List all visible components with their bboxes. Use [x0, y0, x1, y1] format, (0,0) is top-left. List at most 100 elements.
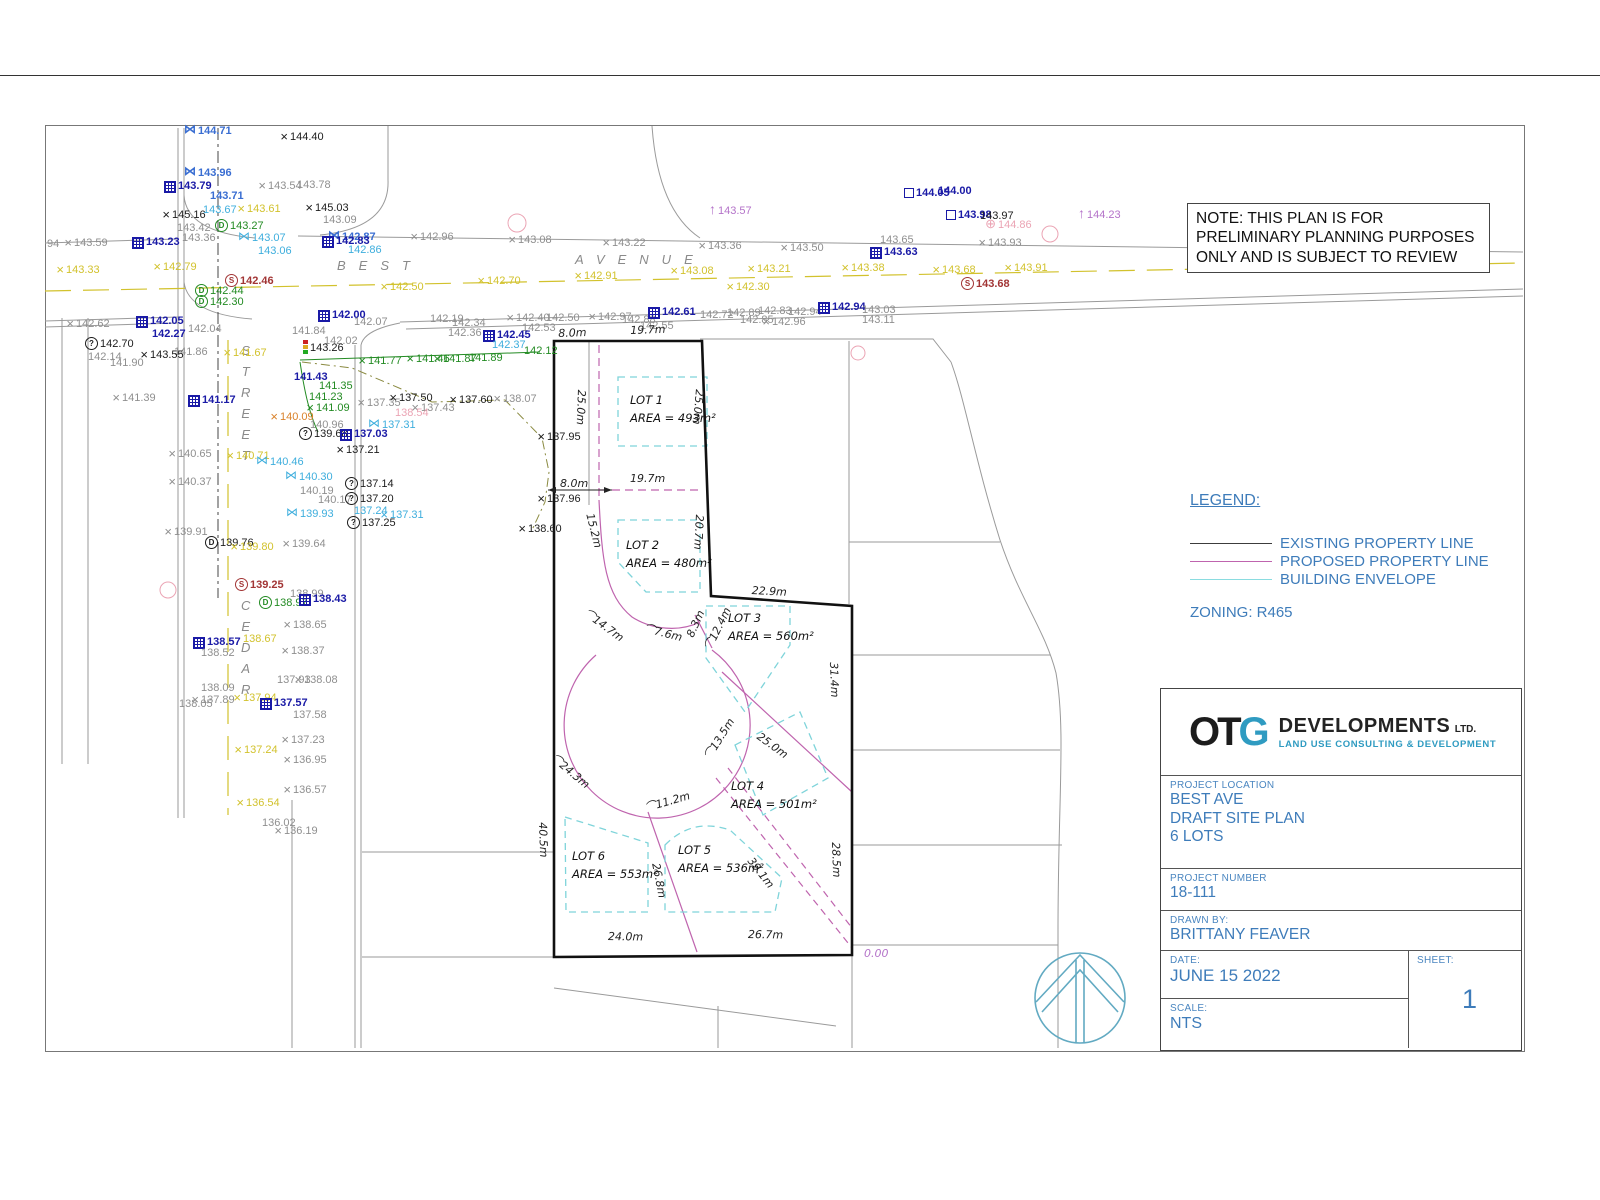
- survey-point-label: 143.23: [132, 237, 180, 249]
- survey-point-label: ⋈ 144.71: [184, 122, 232, 137]
- survey-point-label: ⊕ 144.86: [985, 216, 1032, 231]
- cross-marker-icon: ×: [274, 823, 282, 838]
- cross-marker-icon: ×: [280, 129, 288, 144]
- street-letter: S: [241, 343, 251, 358]
- survey-point-label: × 140.65: [168, 446, 212, 461]
- cross-marker-icon: ×: [164, 524, 172, 539]
- survey-point-label: × 142.62: [66, 316, 110, 331]
- cross-marker-icon: ×: [477, 273, 485, 288]
- catch-basin-icon: [870, 247, 882, 259]
- survey-point-label: 138.43: [299, 594, 347, 606]
- survey-point-label: × 141.09: [306, 400, 350, 415]
- survey-point-label: × 136.19: [274, 823, 318, 838]
- survey-point-label: 142.04: [188, 323, 222, 335]
- lot-name: LOT 3: [728, 611, 762, 625]
- unknown-utility-marker-icon: ?: [85, 337, 98, 350]
- cross-marker-icon: ×: [294, 672, 302, 687]
- survey-point-label: ⋈ 140.46: [256, 453, 304, 468]
- cross-marker-icon: ×: [223, 345, 231, 360]
- cross-marker-icon: ×: [281, 732, 289, 747]
- survey-point-label: 143.03: [862, 304, 896, 316]
- legend-label: EXISTING PROPERTY LINE: [1280, 534, 1474, 552]
- survey-point-label: ⋈ 143.96: [184, 164, 232, 179]
- survey-point-label: × 143.54: [258, 178, 302, 193]
- cross-marker-icon: ×: [932, 262, 940, 277]
- cross-marker-icon: ×: [56, 262, 64, 277]
- street-letter: R: [241, 385, 251, 400]
- survey-point-label: × 137.43: [411, 400, 455, 415]
- survey-point-label: × 137.21: [336, 442, 380, 457]
- lot-area: AREA = 536m²: [678, 860, 764, 875]
- survey-point-label: × 140.09: [270, 409, 314, 424]
- lot-area: AREA = 553m²: [572, 866, 658, 881]
- street-letter: E: [241, 427, 251, 442]
- logo-developments: DEVELOPMENTS: [1278, 714, 1451, 737]
- note-line-1: NOTE: THIS PLAN IS FOR: [1196, 210, 1384, 227]
- cross-marker-icon: ×: [747, 261, 755, 276]
- drain-marker-icon: D: [205, 536, 218, 549]
- survey-point-label: × 143.22: [602, 235, 646, 250]
- survey-point-label: 140.17: [318, 494, 352, 506]
- survey-point-label: D 142.30: [195, 295, 244, 308]
- company-logo: OT G DEVELOPMENTS LTD. LAND USE CONSULTIN…: [1161, 689, 1521, 776]
- survey-point-label: 136.02: [262, 817, 296, 829]
- survey-point-label: 143.09: [323, 214, 357, 226]
- legend-label: BUILDING ENVELOPE: [1280, 570, 1436, 588]
- lot-name: LOT 4: [731, 779, 765, 793]
- note-line-3: ONLY AND IS SUBJECT TO REVIEW: [1196, 248, 1458, 266]
- cross-marker-icon: ×: [762, 314, 770, 329]
- survey-point-label: 143.71: [210, 190, 244, 202]
- survey-point-label: 142.12: [524, 345, 558, 357]
- lot-area: AREA = 480m²: [626, 555, 712, 570]
- cross-marker-icon: ×: [140, 347, 148, 362]
- dimension-label: 0.00: [864, 947, 889, 960]
- sheet-label: SHEET:: [1417, 955, 1454, 966]
- catch-basin-icon: [318, 310, 330, 322]
- survey-point-label: 138.57: [193, 637, 241, 649]
- survey-point-label: 142.05: [136, 316, 184, 328]
- legend-items: EXISTING PROPERTY LINE PROPOSED PROPERTY …: [1190, 534, 1489, 588]
- survey-point-label: 143.11: [862, 314, 895, 326]
- cross-marker-icon: ×: [493, 391, 501, 406]
- cross-marker-icon: ×: [698, 238, 706, 253]
- survey-point-label: × 143.61: [237, 201, 281, 216]
- street-letter: A: [241, 661, 251, 676]
- survey-point-label: 141.35: [319, 380, 353, 392]
- flow-arrow-icon: ↑: [709, 201, 716, 217]
- date-value: JUNE 15 2022: [1170, 966, 1281, 985]
- page-top-rule: [0, 75, 1600, 76]
- survey-point-label: × 140.37: [168, 474, 212, 489]
- survey-point-label: × 143.33: [56, 262, 100, 277]
- water-meter-icon: [946, 210, 956, 220]
- survey-point-label: × 136.54: [236, 795, 280, 810]
- water-meter-icon: [904, 188, 914, 198]
- dimension-label: 8.0m: [560, 477, 589, 490]
- survey-point-label: × 139.80: [230, 539, 274, 554]
- survey-point-label: 137.93: [277, 674, 311, 686]
- logo-g-text: G: [1238, 709, 1270, 754]
- legend-swatch: [1190, 578, 1272, 580]
- survey-point-label: 142.85: [740, 314, 774, 326]
- catch-basin-icon: [132, 237, 144, 249]
- street-letter: E: [241, 406, 251, 421]
- survey-point-label: ↑ 144.23: [1078, 205, 1121, 221]
- survey-point-label: S 143.68: [961, 277, 1010, 290]
- survey-point-label: × 142.50: [380, 279, 424, 294]
- survey-point-label: ⋈ 140.30: [285, 468, 333, 483]
- survey-point-label: 140.19: [300, 485, 334, 497]
- pink-circle-marks: [159, 213, 1059, 599]
- scale-value: NTS: [1170, 1015, 1202, 1032]
- legend-title: LEGEND:: [1190, 492, 1261, 509]
- survey-point-label: × 141.67: [223, 345, 267, 360]
- survey-point-label: × 138.65: [283, 617, 327, 632]
- survey-point-label: ⋈ 137.31: [368, 416, 416, 431]
- cross-marker-icon: ×: [574, 268, 582, 283]
- cross-marker-icon: ×: [112, 390, 120, 405]
- cross-marker-icon: ×: [358, 353, 366, 368]
- unknown-utility-marker-icon: ?: [345, 477, 358, 490]
- cross-marker-icon: ×: [168, 446, 176, 461]
- survey-point-label: × 137.50: [389, 390, 433, 405]
- cross-marker-icon: ×: [506, 310, 514, 325]
